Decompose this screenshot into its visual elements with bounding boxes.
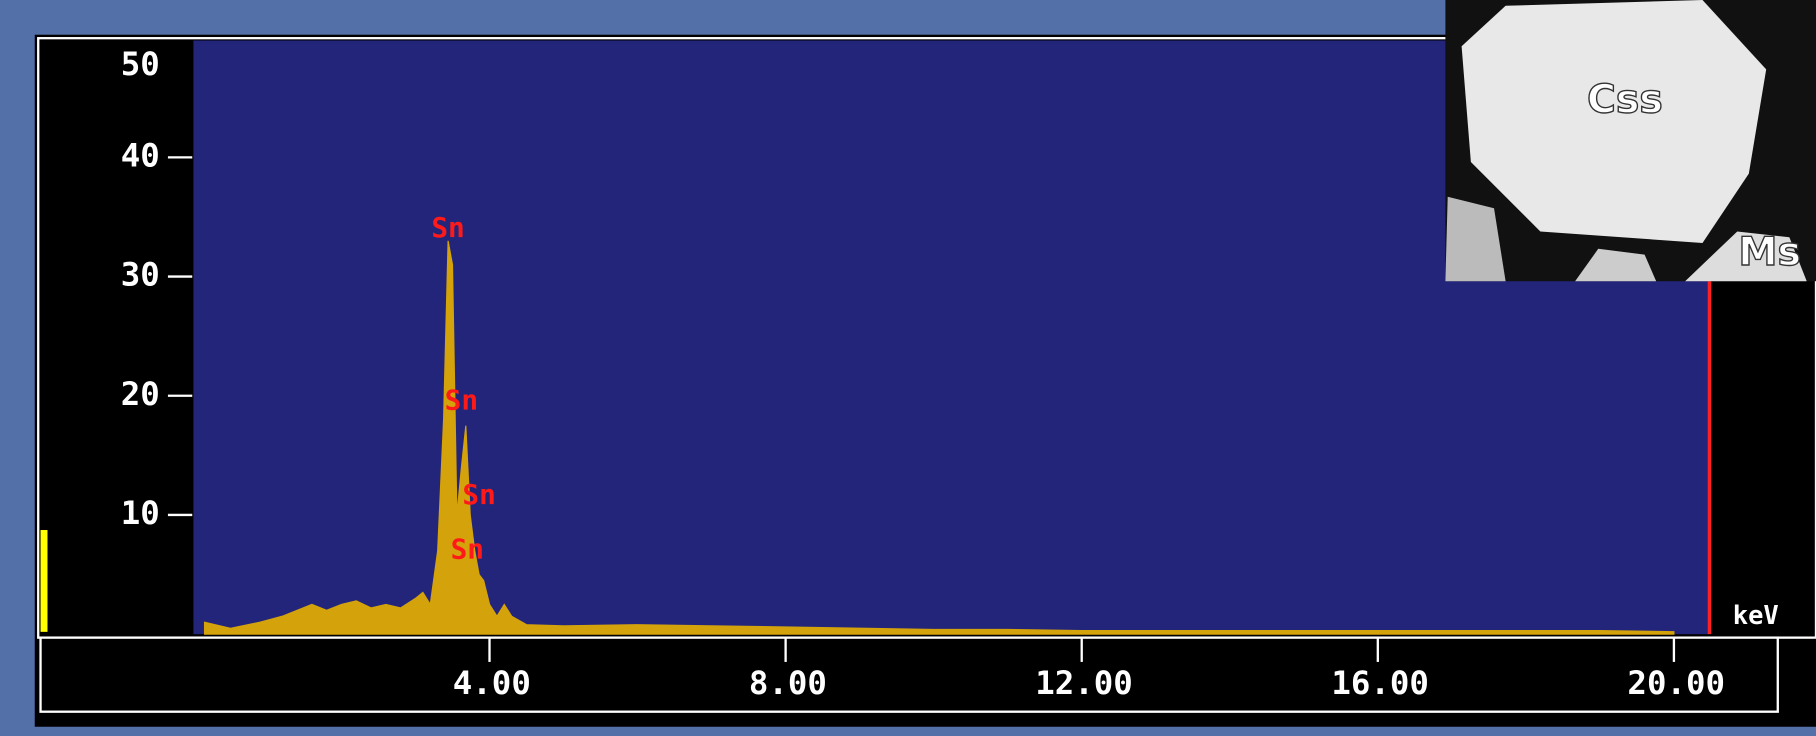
x-axis-bar [39, 636, 1779, 713]
x-tick-label: 20.00 [1627, 664, 1725, 702]
peak-label: Sn [431, 211, 464, 244]
inset-grain [1461, 0, 1767, 244]
x-unit-label: keV [1733, 601, 1779, 631]
y-tick-label: 10 [121, 494, 160, 532]
peak-label: Sn [451, 533, 484, 566]
x-tick-label: 12.00 [1035, 664, 1133, 702]
inset-grain [1575, 248, 1657, 282]
inset-label: Ms [1738, 229, 1801, 275]
x-tick-label: 4.00 [453, 664, 531, 702]
y-tick-label: 30 [121, 256, 160, 294]
y-tick-label: 40 [121, 136, 160, 174]
inset-grain [1685, 231, 1807, 282]
peak-label: Sn [445, 384, 478, 417]
x-tick-label: 16.00 [1331, 664, 1429, 702]
inset-label: Css [1587, 76, 1663, 122]
y-tick-label: 50 [121, 45, 160, 83]
spectrum [203, 240, 1675, 635]
inset-image: Css Ms [1445, 0, 1816, 282]
inset-grain [1445, 196, 1506, 282]
peak-label: Sn [462, 478, 495, 511]
y-tick-label: 20 [121, 375, 160, 413]
level-indicator [40, 530, 48, 632]
x-tick-label: 8.00 [749, 664, 827, 702]
